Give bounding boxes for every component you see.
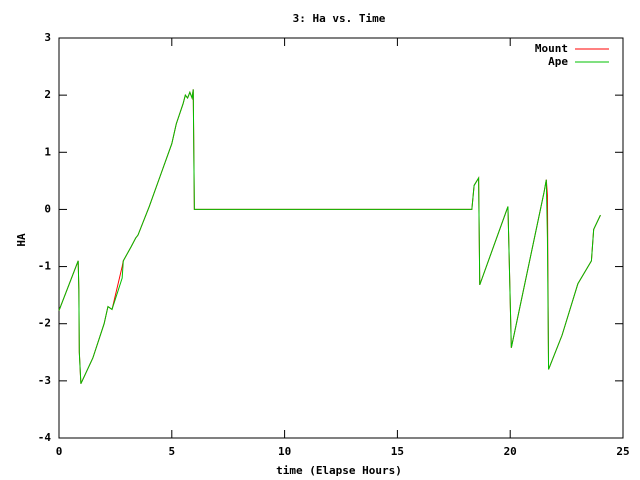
- x-tick-label: 0: [56, 445, 63, 458]
- x-tick-label: 20: [504, 445, 517, 458]
- series-line: [58, 89, 601, 384]
- y-tick-label: 0: [44, 202, 51, 215]
- x-tick-label: 10: [278, 445, 291, 458]
- y-tick-label: 3: [44, 31, 51, 44]
- y-tick-label: 2: [44, 88, 51, 101]
- y-tick-label: -4: [38, 431, 52, 444]
- legend-label: Mount: [535, 42, 568, 55]
- x-tick-label: 25: [616, 445, 629, 458]
- x-tick-label: 15: [391, 445, 404, 458]
- x-tick-label: 5: [168, 445, 175, 458]
- chart-title: 3: Ha vs. Time: [293, 12, 386, 25]
- x-axis-label: time (Elapse Hours): [276, 464, 402, 477]
- y-axis-label: HA: [15, 233, 28, 247]
- plot-border: [58, 37, 624, 439]
- y-tick-label: -1: [38, 260, 52, 273]
- y-tick-label: 1: [44, 145, 51, 158]
- series-line: [58, 89, 601, 384]
- legend-label: Ape: [548, 55, 568, 68]
- y-tick-label: -3: [38, 374, 51, 387]
- y-tick-label: -2: [38, 317, 51, 330]
